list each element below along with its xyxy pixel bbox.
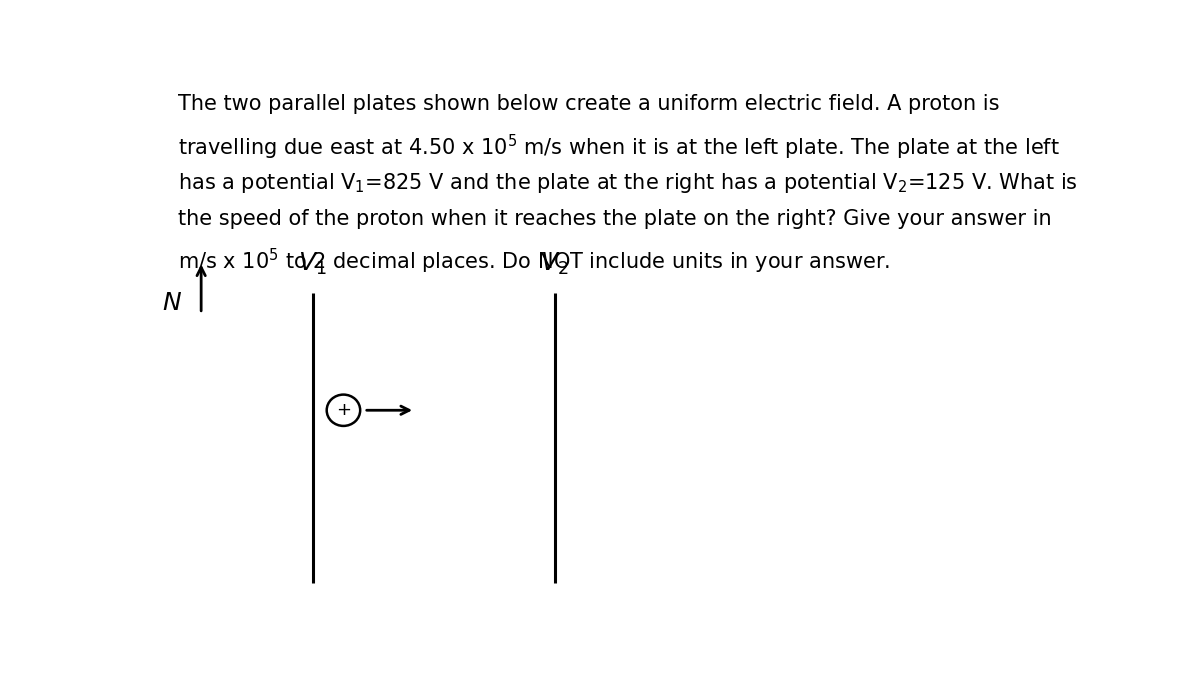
Text: the speed of the proton when it reaches the plate on the right? Give your answer: the speed of the proton when it reaches … [178, 209, 1051, 228]
Text: $V_1$: $V_1$ [299, 251, 328, 277]
Text: m/s x 10$^5$ to 2 decimal places. Do NOT include units in your answer.: m/s x 10$^5$ to 2 decimal places. Do NOT… [178, 247, 890, 276]
Text: The two parallel plates shown below create a uniform electric field. A proton is: The two parallel plates shown below crea… [178, 94, 1000, 115]
Text: N: N [162, 292, 181, 315]
Text: travelling due east at 4.50 x 10$^5$ m/s when it is at the left plate. The plate: travelling due east at 4.50 x 10$^5$ m/s… [178, 132, 1060, 162]
Text: has a potential V$_1$=825 V and the plate at the right has a potential V$_2$=125: has a potential V$_1$=825 V and the plat… [178, 171, 1078, 195]
Text: $V_2$: $V_2$ [540, 251, 569, 277]
Text: +: + [336, 401, 350, 419]
